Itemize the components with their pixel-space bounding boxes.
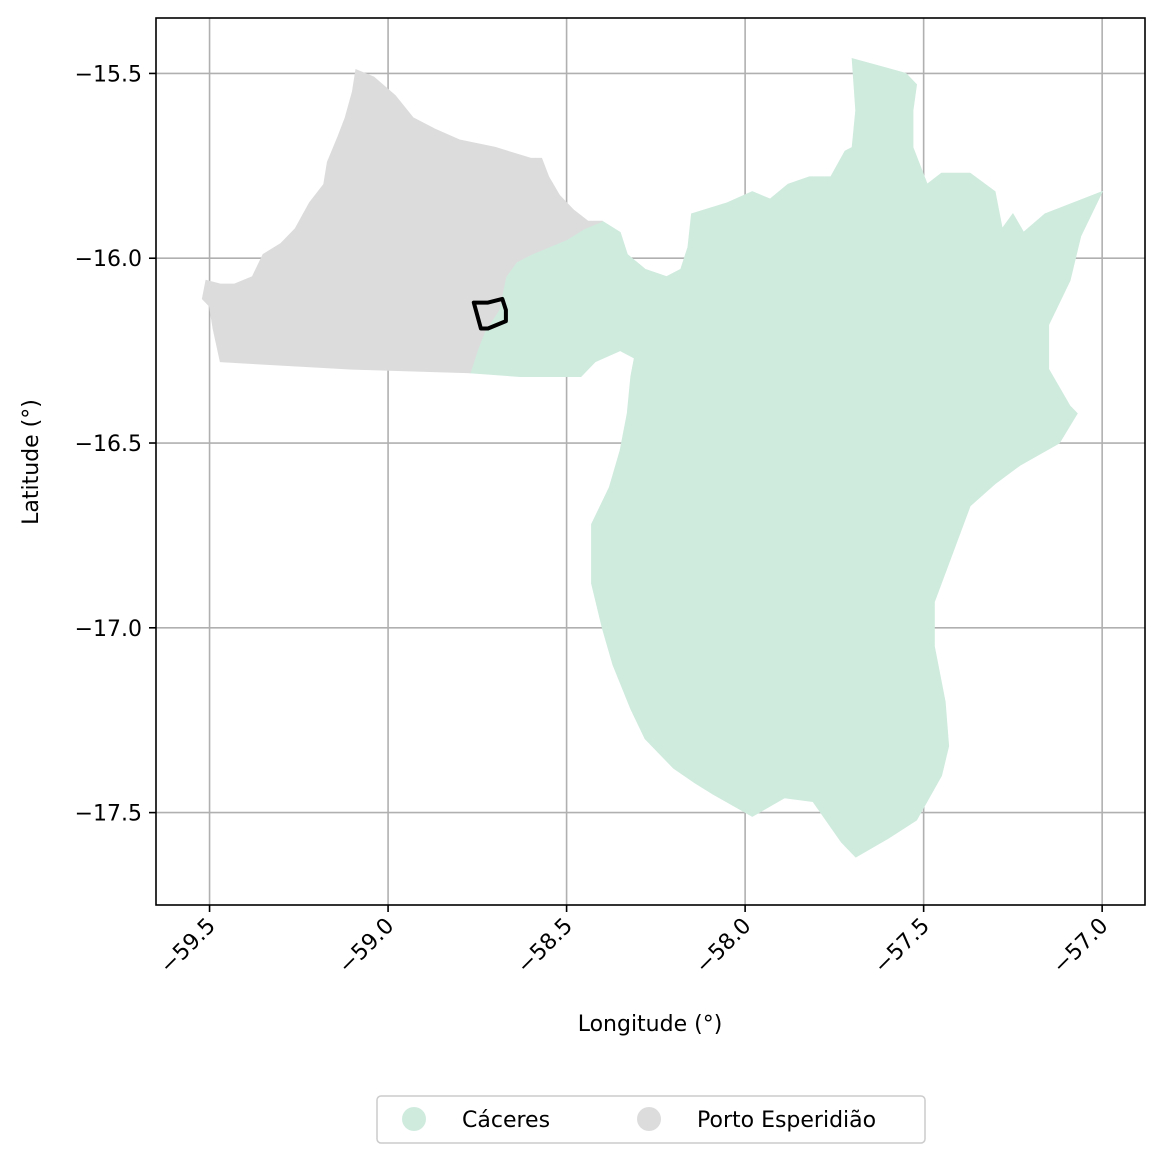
legend-label-porto-esperidiao: Porto Esperidião — [697, 1108, 876, 1133]
plot-frame — [155, 17, 1146, 906]
y-axis-label: Latitude (°) — [19, 399, 44, 525]
y-tick-label: −17.0 — [75, 617, 142, 642]
legend-marker-porto-esperidiao — [637, 1107, 661, 1131]
y-tick-label: −16.5 — [75, 432, 142, 457]
x-tick-label: −59.5 — [155, 914, 220, 979]
legend-label-caceres: Cáceres — [462, 1108, 550, 1133]
highlight-outline — [471, 296, 508, 331]
region-caceres — [469, 58, 1104, 858]
legend-marker-caceres — [402, 1107, 426, 1131]
x-tick-label: −57.5 — [870, 914, 935, 979]
region-layer — [201, 58, 1104, 858]
x-tick-label: −59.0 — [334, 914, 399, 979]
region-porto-esperidiao — [201, 68, 603, 374]
x-tick-label: −58.5 — [512, 914, 577, 979]
x-tick-label: −58.0 — [691, 914, 756, 979]
y-tick-label: −17.5 — [75, 802, 142, 827]
x-tick-label: −57.0 — [1048, 914, 1113, 979]
x-axis-label: Longitude (°) — [578, 1012, 723, 1037]
legend: Cáceres Porto Esperidião — [376, 1095, 926, 1144]
y-tick-label: −15.5 — [75, 62, 142, 87]
y-tick-label: −16.0 — [75, 247, 142, 272]
